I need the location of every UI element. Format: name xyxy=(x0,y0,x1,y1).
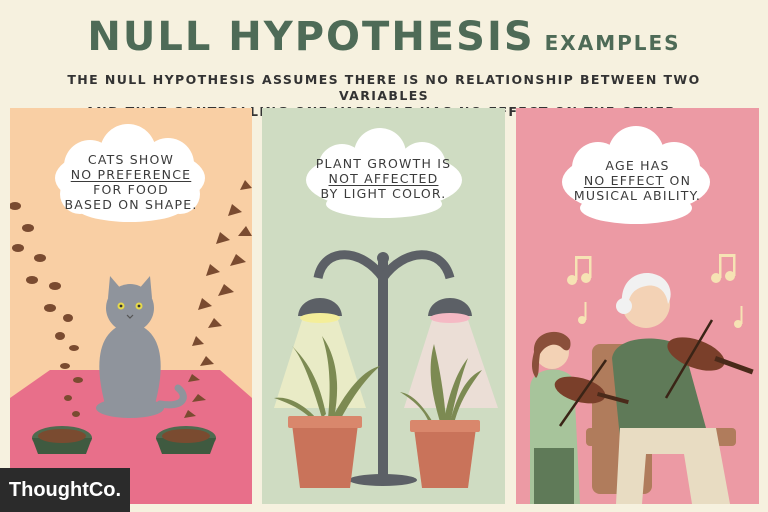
elderly-man-icon xyxy=(612,273,730,504)
cloud-icon xyxy=(306,128,462,218)
title-sub: EXAMPLES xyxy=(544,31,681,55)
cloud-icon xyxy=(55,124,205,222)
violin-players-illustration xyxy=(530,126,754,504)
triangle-food-right-icon xyxy=(184,180,252,418)
girl-icon xyxy=(530,331,580,504)
pink-light-beam xyxy=(404,320,498,408)
fish-food-left-icon xyxy=(10,202,83,417)
violin-icon xyxy=(664,319,754,399)
food-bowl-left-icon xyxy=(32,426,92,454)
page-title: NULL HYPOTHESIS EXAMPLES xyxy=(0,14,768,60)
pot-right-icon xyxy=(414,428,476,488)
pot-left-icon xyxy=(292,424,358,488)
music-note-icon xyxy=(567,254,743,328)
subtitle-line-1: THE NULL HYPOTHESIS ASSUMES THERE IS NO … xyxy=(67,72,701,103)
lamp-icon xyxy=(298,250,472,486)
panel-cats: CATS SHOW NO PREFERENCE FOR FOOD BASED O… xyxy=(10,108,252,504)
emphasis-text: NOT AFFECTED xyxy=(328,171,439,186)
cloud-caption-plants: PLANT GROWTH IS NOT AFFECTED BY LIGHT CO… xyxy=(315,156,452,201)
cloud-caption-cats: CATS SHOW NO PREFERENCE FOR FOOD BASED O… xyxy=(64,152,198,212)
cloud-icon xyxy=(562,126,710,224)
cat-food-illustration xyxy=(10,124,252,504)
title-main: NULL HYPOTHESIS xyxy=(87,14,535,60)
cat-icon xyxy=(96,276,187,418)
emphasis-text: NO PREFERENCE xyxy=(70,167,192,182)
food-bowl-right-icon xyxy=(156,426,216,454)
yellow-light-beam xyxy=(274,320,366,408)
plant-lamp-illustration xyxy=(274,128,498,488)
cloud-caption-music: AGE HAS NO EFFECT ON MUSICAL ABILITY. xyxy=(573,158,702,203)
panel-music: AGE HAS NO EFFECT ON MUSICAL ABILITY. xyxy=(516,108,759,504)
thoughtco-logo[interactable]: ThoughtCo. xyxy=(0,468,130,512)
emphasis-text: NO EFFECT xyxy=(583,173,665,188)
panel-plants: PLANT GROWTH IS NOT AFFECTED BY LIGHT CO… xyxy=(262,108,505,504)
violin-small-icon xyxy=(554,359,629,427)
